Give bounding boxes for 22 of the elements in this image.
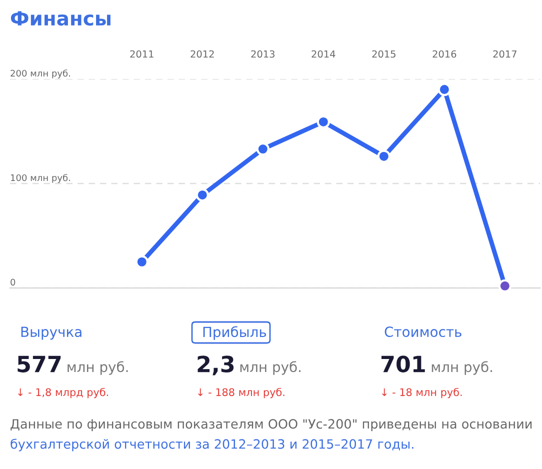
text: Выручка (21, 326, 82, 340)
text: 701 млн руб. (381, 356, 492, 375)
y-tick-label: 100 млн руб. (10, 174, 70, 183)
text: 577 млн руб. (18, 356, 128, 375)
y-tick-label: 200 млн руб. (10, 70, 70, 78)
text: Данные по финансовым показателям ООО "Ус-200" приведены на основании (10, 419, 532, 432)
text: бухгалтерской отчетности за 2012–2013 и 2015–2017 годы. (10, 438, 414, 452)
chart-title: Финансы (10, 11, 110, 26)
text: Прибыль (203, 326, 266, 340)
x-tick-label: 2012 (190, 50, 214, 58)
x-tick-label: 2015 (372, 50, 396, 58)
x-tick-label: 2014 (312, 50, 336, 58)
x-tick-label: 2016 (432, 50, 456, 58)
y-tick-label: 0 (10, 278, 16, 286)
text: ↓ - 1,8 млрд руб. (18, 388, 108, 398)
text: ↓ - 18 млн руб. (382, 388, 462, 398)
x-tick-label: 2017 (493, 50, 516, 58)
x-tick-label: 2011 (130, 50, 154, 58)
x-tick-label: 2013 (251, 50, 274, 58)
text: 2,3 млн руб. (198, 356, 300, 376)
text: Стоимость (384, 326, 462, 338)
text: ↓ - 188 млн руб. (198, 388, 284, 398)
